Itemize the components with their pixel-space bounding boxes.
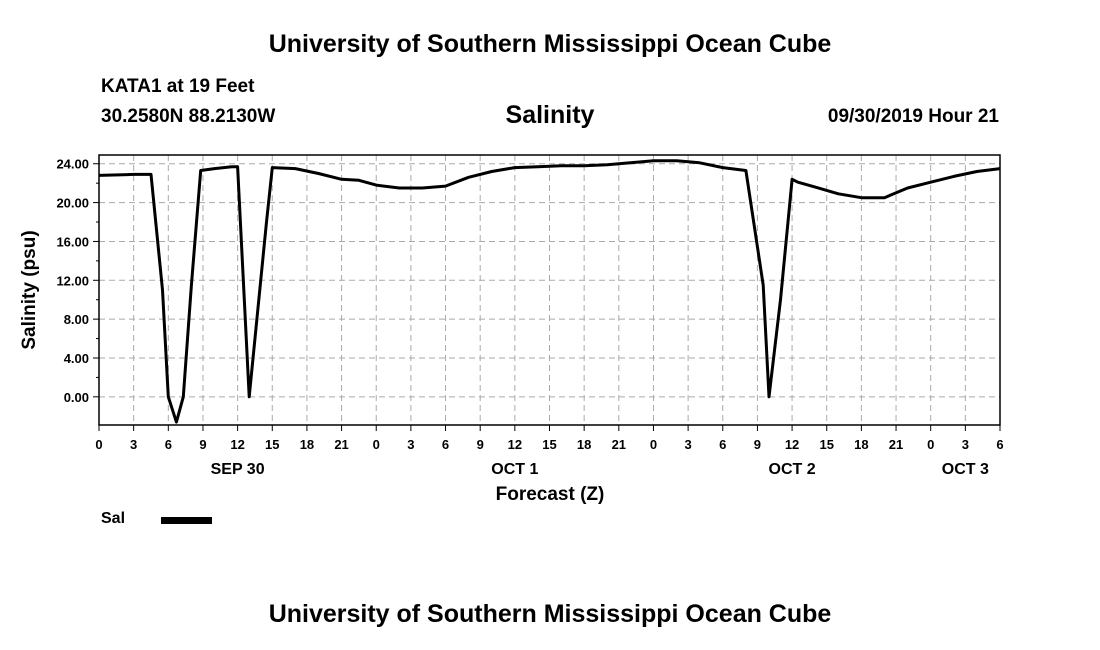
x-tick-label: 9 xyxy=(199,437,206,452)
x-tick-label: 12 xyxy=(785,437,799,452)
valid-time: 09/30/2019 Hour 21 xyxy=(827,106,999,127)
y-tick-label: 16.00 xyxy=(56,234,89,249)
x-date-label: OCT 1 xyxy=(491,461,538,478)
x-tick-label: 0 xyxy=(373,437,380,452)
x-tick-label: 6 xyxy=(442,437,449,452)
x-date-label: SEP 30 xyxy=(211,461,265,478)
x-tick-label: 9 xyxy=(754,437,761,452)
y-tick-label: 8.00 xyxy=(64,312,89,327)
x-tick-label: 3 xyxy=(962,437,969,452)
x-tick-label: 15 xyxy=(819,437,833,452)
x-tick-label: 18 xyxy=(300,437,314,452)
x-tick-label: 0 xyxy=(95,437,102,452)
x-tick-label: 3 xyxy=(684,437,691,452)
x-tick-label: 6 xyxy=(996,437,1003,452)
x-date-label: OCT 3 xyxy=(942,461,989,478)
x-tick-label: 3 xyxy=(407,437,414,452)
x-tick-label: 0 xyxy=(927,437,934,452)
x-date-label: OCT 2 xyxy=(769,461,816,478)
legend-label: Sal xyxy=(101,510,126,527)
grid xyxy=(99,155,1000,425)
x-tick-label: 21 xyxy=(889,437,903,452)
x-tick-label: 6 xyxy=(719,437,726,452)
x-tick-label: 3 xyxy=(130,437,137,452)
x-axis-label: Forecast (Z) xyxy=(496,484,605,505)
y-tick-label: 12.00 xyxy=(56,273,89,288)
series-line-salinity xyxy=(98,159,1001,424)
series-layer xyxy=(98,159,1001,424)
x-tick-label: 12 xyxy=(508,437,522,452)
x-tick-label: 18 xyxy=(577,437,591,452)
legend-line-swatch xyxy=(161,517,212,524)
y-tick-label: 0.00 xyxy=(64,390,89,405)
y-tick-label: 20.00 xyxy=(56,196,89,211)
footer-title: University of Southern Mississippi Ocean… xyxy=(268,600,832,628)
station-coords: 30.2580N 88.2130W xyxy=(101,106,276,127)
x-tick-label: 21 xyxy=(612,437,626,452)
x-tick-label: 15 xyxy=(265,437,279,452)
x-tick-label: 6 xyxy=(165,437,172,452)
x-tick-label: 18 xyxy=(854,437,868,452)
x-tick-label: 12 xyxy=(230,437,244,452)
x-tick-label: 0 xyxy=(650,437,657,452)
y-tick-label: 4.00 xyxy=(64,351,89,366)
header-title: University of Southern Mississippi Ocean… xyxy=(268,30,832,58)
axis-layer: 0.00 4.00 8.00 12.00 16.00 20.00 24.00 0 3 6 9 12 15… xyxy=(56,157,1003,478)
x-tick-label: 9 xyxy=(477,437,484,452)
x-tick-label: 15 xyxy=(542,437,556,452)
y-tick-label: 24.00 xyxy=(56,157,89,172)
station-label: KATA1 at 19 Feet xyxy=(101,76,255,97)
x-tick-label: 21 xyxy=(334,437,348,452)
y-axis-label: Salinity (psu) xyxy=(19,230,40,349)
chart-title: Salinity xyxy=(505,101,595,129)
